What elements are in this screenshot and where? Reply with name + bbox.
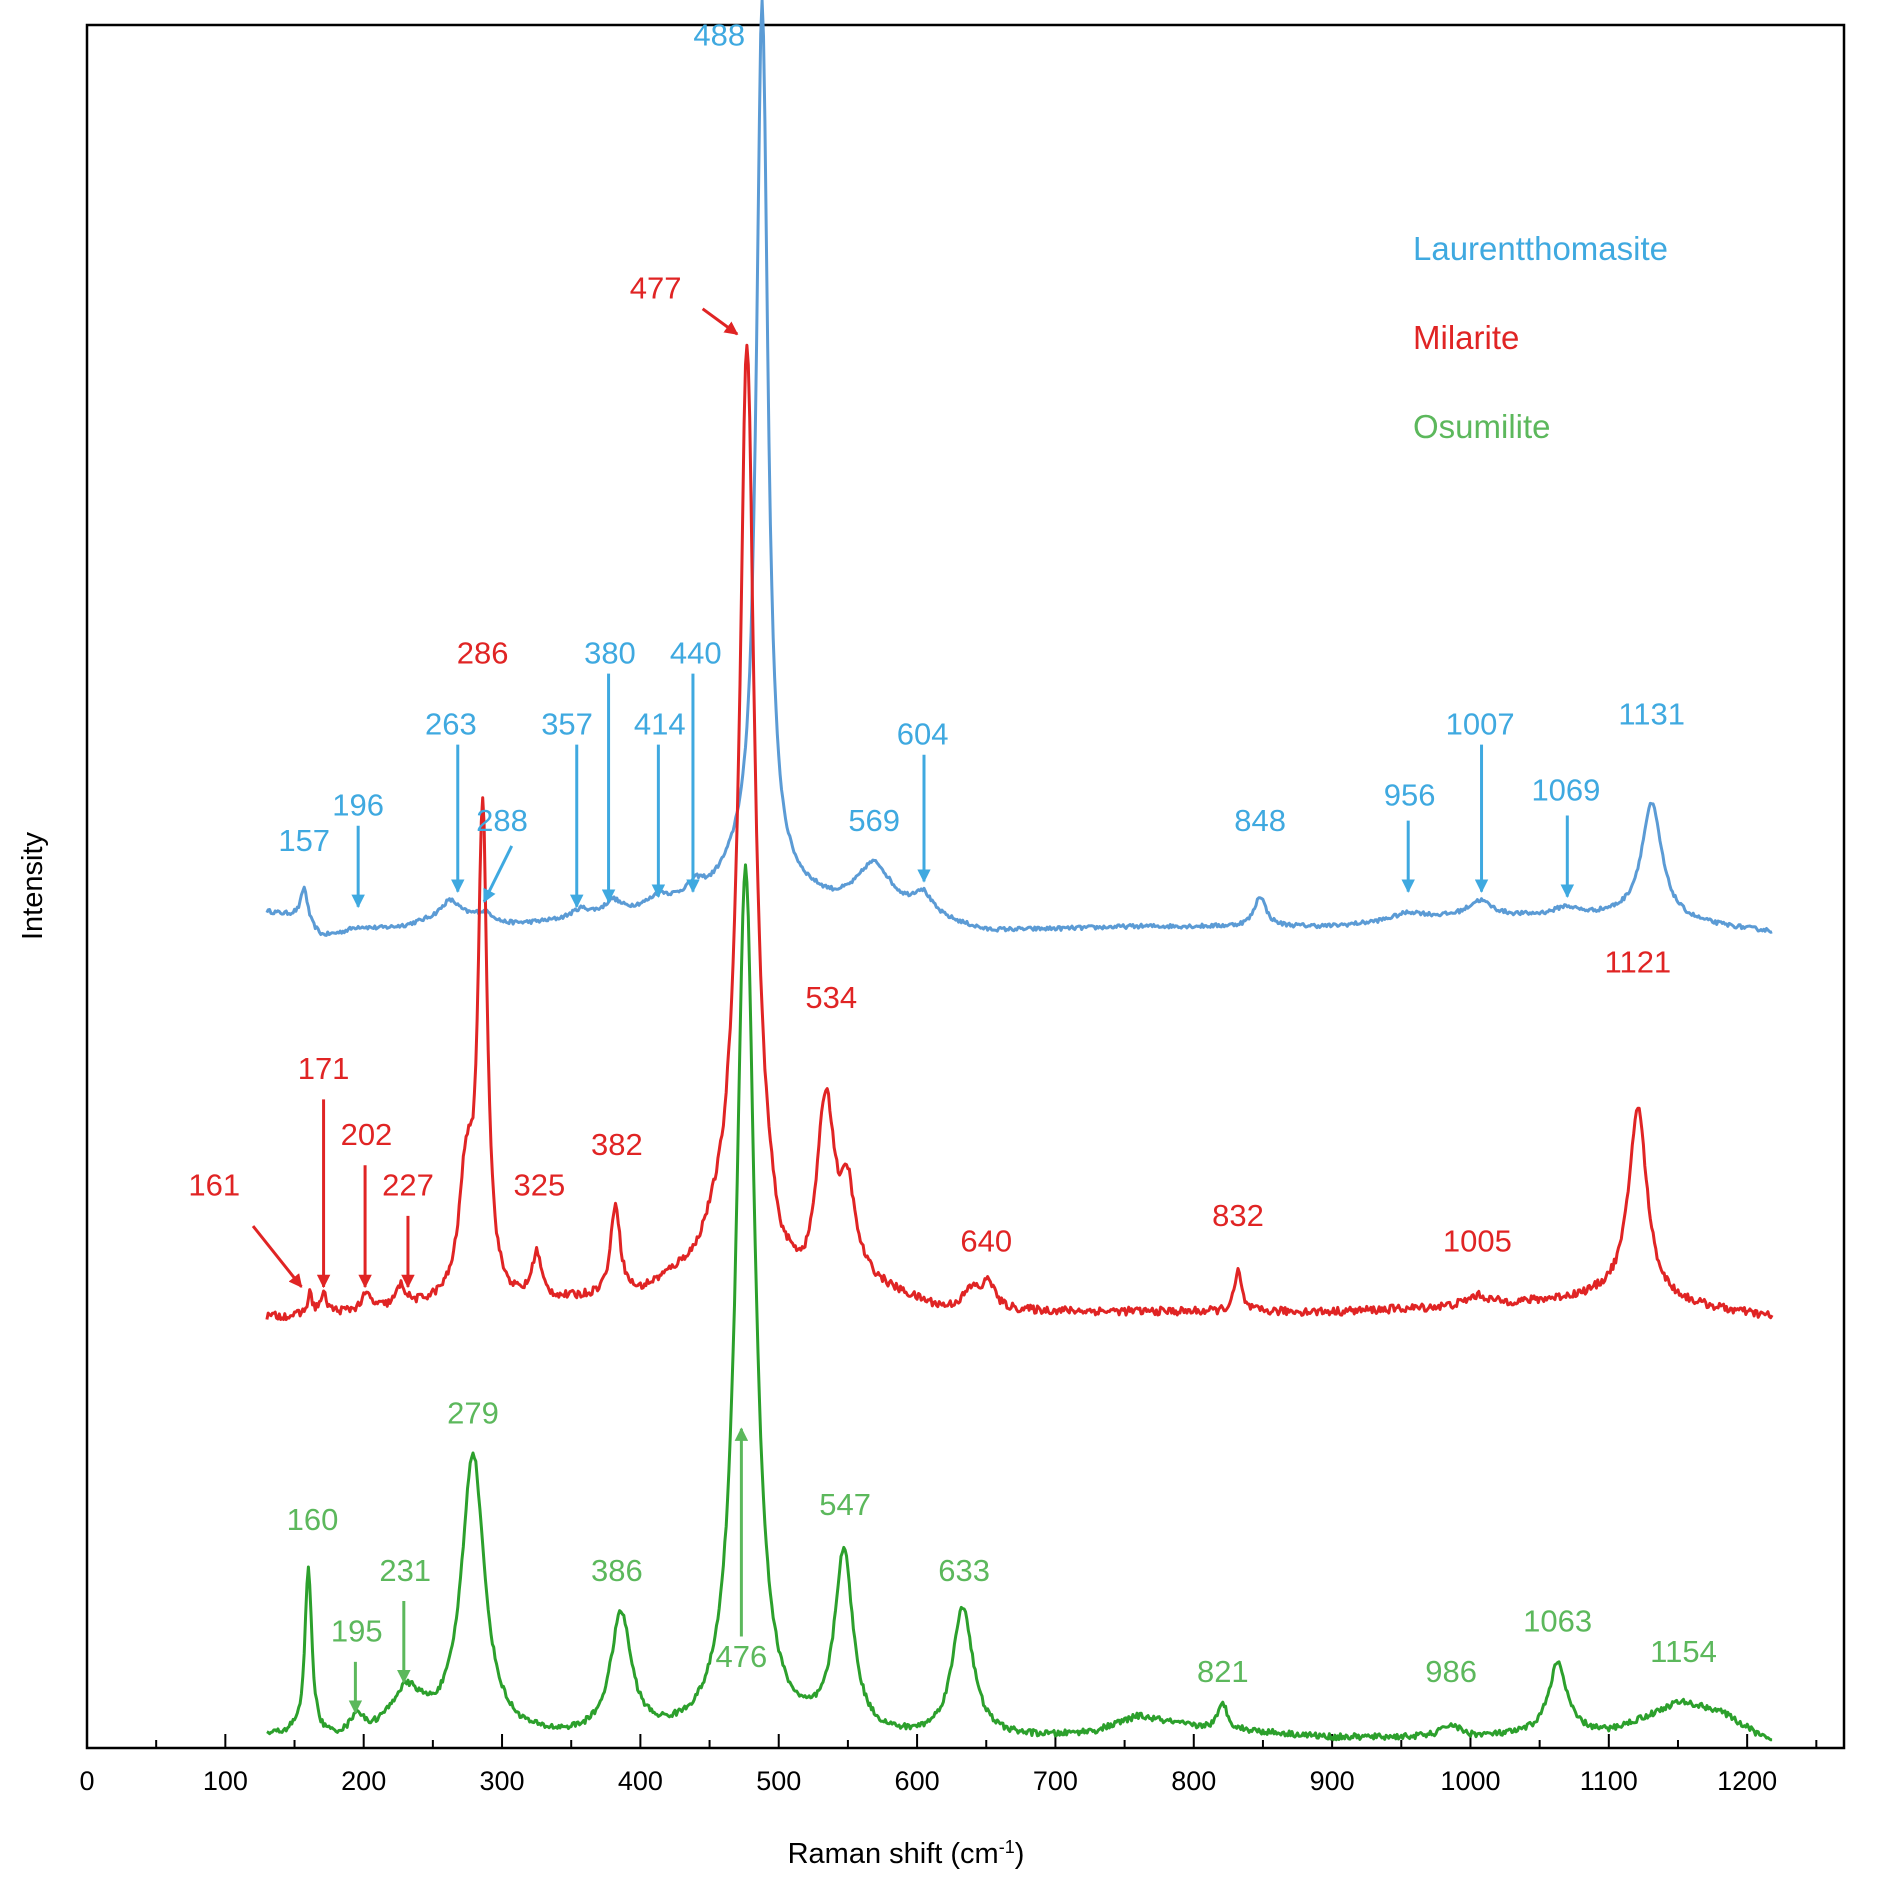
peak-label: 157: [278, 823, 330, 858]
peak-label: 161: [188, 1168, 240, 1203]
peak-label: 195: [331, 1614, 383, 1649]
peak-label: 488: [693, 17, 745, 52]
x-axis-title-close: ): [1015, 1838, 1025, 1870]
x-axis-title-main: Raman shift (cm: [788, 1838, 999, 1870]
x-tick-label: 1100: [1580, 1766, 1638, 1796]
x-tick-label: 600: [895, 1766, 940, 1796]
x-tick-label: 500: [756, 1766, 801, 1796]
peak-label: 633: [938, 1553, 990, 1588]
peak-label: 227: [382, 1168, 434, 1203]
peak-label: 1121: [1605, 945, 1672, 980]
peak-label: 986: [1425, 1654, 1477, 1689]
peak-label: 286: [457, 636, 509, 671]
peak-label: 640: [960, 1223, 1012, 1258]
peak-label: 279: [447, 1396, 499, 1431]
peak-label: 1005: [1443, 1223, 1512, 1258]
peak-label: 171: [298, 1051, 350, 1086]
peak-arrow: [251, 1225, 303, 1288]
peak-label: 1063: [1523, 1603, 1592, 1638]
peak-label: 476: [716, 1639, 768, 1674]
peak-label: 1131: [1618, 696, 1685, 731]
x-axis-title-superscript: -1: [999, 1837, 1015, 1857]
x-tick-label: 900: [1310, 1766, 1355, 1796]
peak-label: 288: [476, 803, 528, 838]
peak-label: 956: [1384, 777, 1436, 812]
peak-label: 325: [514, 1168, 566, 1203]
x-tick-label: 700: [1033, 1766, 1078, 1796]
peak-label: 569: [848, 803, 900, 838]
x-tick-label: 300: [480, 1766, 525, 1796]
peak-label: 202: [341, 1117, 393, 1152]
peak-label: 1007: [1446, 706, 1515, 741]
x-tick-label: 0: [79, 1766, 94, 1796]
y-axis-title: Intensity: [17, 832, 49, 940]
peak-label: 534: [805, 980, 857, 1015]
peak-label: 440: [670, 636, 722, 671]
peak-arrow: [482, 845, 514, 903]
x-tick-label: 1000: [1440, 1766, 1500, 1796]
peak-label: 386: [591, 1553, 643, 1588]
peak-label: 380: [584, 636, 636, 671]
series-line-laurentthomasite: [265, 0, 1773, 937]
peak-label: 196: [332, 788, 384, 823]
peak-label: 1154: [1650, 1634, 1717, 1669]
peak-label: 160: [287, 1502, 339, 1537]
peak-arrow: [701, 307, 739, 336]
x-tick-label: 800: [1171, 1766, 1216, 1796]
series-line-milarite: [265, 343, 1774, 1322]
peak-label: 604: [897, 717, 949, 752]
plot-frame: [85, 23, 1846, 1750]
series-layer: [265, 0, 1774, 1742]
series-line-osumilite: [266, 863, 1773, 1742]
peak-label: 832: [1212, 1198, 1264, 1233]
x-tick-label: 100: [203, 1766, 248, 1796]
legend-entry: Osumilite: [1413, 408, 1551, 445]
peak-label: 414: [634, 706, 686, 741]
x-axis-tick-labels: 0 100 200 300 400 500 600 700 800 900 1000 1100 1200: [79, 1766, 1777, 1796]
peak-label: 1069: [1531, 772, 1600, 807]
legend-entry: Laurentthomasite: [1413, 230, 1668, 267]
x-axis-title: Raman shift (cm-1): [788, 1837, 1025, 1870]
peak-label: 357: [541, 706, 593, 741]
peak-label: 848: [1234, 803, 1286, 838]
peak-label: 382: [591, 1127, 643, 1162]
peak-label: 821: [1197, 1654, 1249, 1689]
peak-label: 263: [425, 706, 477, 741]
peak-label: 547: [819, 1487, 871, 1522]
legend: Laurentthomasite Milarite Osumilite: [1413, 230, 1668, 445]
legend-entry: Milarite: [1413, 319, 1519, 356]
x-axis-ticks: [86, 1734, 1818, 1748]
x-tick-label: 1200: [1717, 1766, 1777, 1796]
x-tick-label: 200: [341, 1766, 386, 1796]
peak-label: 477: [630, 271, 682, 306]
peak-label: 231: [379, 1553, 431, 1588]
x-tick-label: 400: [618, 1766, 663, 1796]
